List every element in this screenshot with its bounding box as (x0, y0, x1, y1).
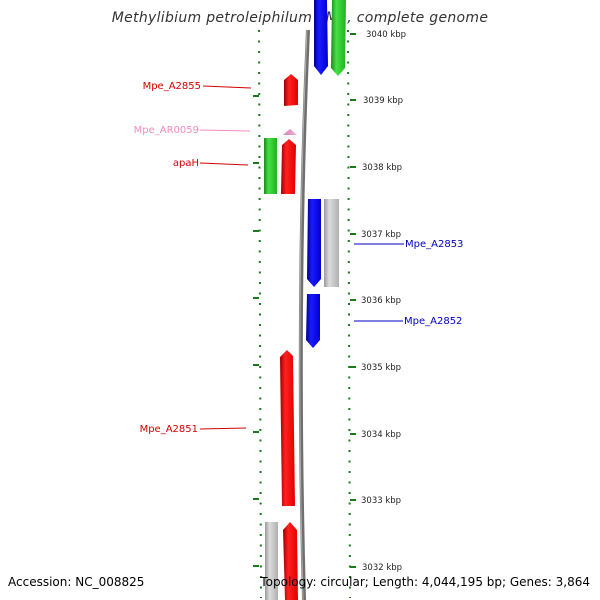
leader-apah (199, 162, 249, 166)
left-major-ticks (253, 95, 259, 567)
kbp-label-3037: 3037 kbp (361, 230, 401, 240)
genome-backbone (298, 29, 310, 600)
gene-green-top[interactable] (331, 0, 346, 76)
gene-red-bottom[interactable] (283, 522, 298, 600)
gene-apah[interactable] (281, 139, 296, 194)
kbp-label-3033: 3033 kbp (361, 496, 401, 506)
gene-mpe-a2855[interactable] (284, 74, 298, 106)
genome-title: Methylibium petroleiphilum PM1, complete… (111, 10, 489, 26)
kbp-label-3034: 3034 kbp (361, 430, 401, 440)
gene-mpe-a2851[interactable] (280, 350, 295, 506)
gene-mpe-ar0059[interactable] (283, 129, 297, 135)
kbp-label-3038: 3038 kbp (362, 163, 402, 173)
leader-mpe-ar0059 (199, 129, 251, 132)
kbp-label-3039: 3039 kbp (363, 96, 403, 106)
label-mpe-a2855[interactable]: Mpe_A2855 (143, 81, 201, 92)
gene-green-left[interactable] (264, 138, 277, 194)
label-mpe-ar0059[interactable]: Mpe_AR0059 (134, 125, 199, 136)
genome-backbone-highlight (299, 29, 308, 600)
topology-text: Topology: circular; Length: 4,044,195 bp… (260, 575, 590, 589)
leader-mpe-a2851 (199, 427, 247, 430)
gene-mpe-a2853[interactable] (307, 199, 321, 287)
kbp-label-3040: 3040 kbp (366, 30, 406, 40)
label-mpe-a2852[interactable]: Mpe_A2852 (404, 316, 462, 327)
left-tick-line (258, 29, 262, 599)
leader-mpe-a2855 (202, 85, 252, 89)
gene-gray-right[interactable] (324, 199, 339, 287)
gene-gray-left[interactable] (265, 522, 278, 600)
kbp-label-3036: 3036 kbp (361, 296, 401, 306)
kbp-label-3032: 3032 kbp (362, 563, 402, 573)
label-mpe-a2853[interactable]: Mpe_A2853 (405, 239, 463, 250)
kbp-label-3035: 3035 kbp (361, 363, 401, 373)
gene-mpe-a2852[interactable] (306, 294, 320, 348)
accession-text: Accession: NC_008825 (8, 575, 145, 589)
gene-blue-top[interactable] (314, 0, 328, 75)
label-mpe-a2851[interactable]: Mpe_A2851 (140, 424, 198, 435)
right-major-ticks (350, 33, 356, 568)
right-tick-line (347, 29, 351, 599)
label-apah[interactable]: apaH (173, 158, 199, 169)
